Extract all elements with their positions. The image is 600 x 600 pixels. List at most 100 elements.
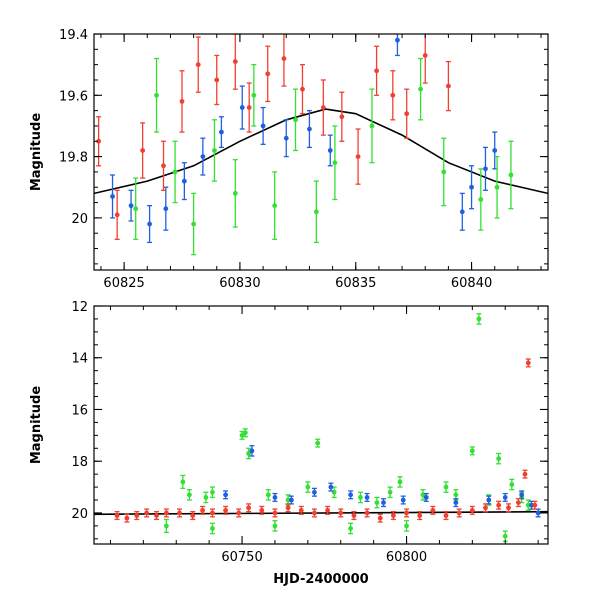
data-point (422, 53, 428, 58)
data-point (195, 62, 201, 68)
data-point (307, 126, 312, 132)
data-point (283, 135, 289, 141)
data-point (246, 505, 252, 511)
data-point (529, 502, 534, 508)
data-point (525, 360, 531, 366)
data-point (320, 105, 326, 110)
data-point (163, 523, 169, 529)
x-tick-label: 60835 (335, 276, 376, 291)
data-point (339, 114, 345, 120)
data-point (532, 502, 538, 508)
data-point (404, 523, 409, 529)
x-tick-label: 60840 (451, 276, 492, 291)
data-point (110, 194, 115, 199)
model-curve (94, 108, 548, 195)
data-point (128, 203, 134, 209)
data-point (154, 513, 159, 518)
data-point (404, 111, 410, 117)
data-point (325, 507, 330, 513)
top-plot-frame (93, 33, 549, 271)
data-point (535, 510, 541, 516)
data-point (212, 148, 217, 153)
data-point (515, 500, 521, 506)
y-tick-label: 19.8 (59, 151, 88, 166)
data-point (200, 507, 205, 513)
data-point (395, 37, 400, 43)
data-point (430, 507, 436, 513)
data-point (377, 515, 383, 521)
data-point (246, 105, 252, 110)
y-tick-label: 19.4 (59, 28, 88, 43)
data-point (236, 510, 242, 516)
data-point (181, 178, 187, 184)
data-point (313, 209, 319, 215)
bottom-plot-frame (93, 305, 549, 545)
data-point (114, 513, 120, 518)
data-point (374, 500, 380, 506)
data-point (364, 510, 370, 516)
data-point (200, 154, 206, 159)
data-point (298, 507, 304, 513)
data-point (492, 148, 498, 153)
data-point (161, 163, 166, 169)
bottom-x-axis-label: HJD-2400000 (273, 572, 368, 587)
data-point (453, 500, 459, 506)
data-point (172, 169, 178, 175)
data-point (502, 533, 508, 539)
data-point (509, 482, 515, 487)
data-point (140, 148, 146, 153)
data-point (443, 484, 449, 490)
data-point (443, 513, 449, 518)
y-tick-label: 20 (71, 507, 88, 522)
data-point (133, 206, 139, 212)
data-point (417, 513, 423, 518)
data-point (348, 492, 354, 498)
data-point (423, 495, 429, 500)
y-tick-label: 19.6 (59, 89, 88, 104)
data-point (210, 510, 215, 516)
data-point (265, 492, 271, 498)
data-point (469, 448, 475, 454)
data-point (519, 492, 525, 498)
data-point (190, 513, 196, 518)
data-point (272, 203, 278, 209)
y-tick-label: 12 (71, 300, 88, 315)
data-point (369, 123, 375, 129)
data-point (154, 92, 159, 98)
data-point (293, 117, 298, 123)
data-point (265, 71, 271, 77)
data-point (502, 495, 508, 500)
data-point (134, 513, 140, 518)
data-point (374, 68, 379, 74)
data-point (232, 59, 238, 64)
y-tick-label: 18 (71, 455, 88, 470)
data-point (469, 184, 474, 190)
data-point (469, 507, 475, 513)
data-point (300, 86, 305, 92)
x-tick-label: 60825 (103, 276, 144, 291)
y-tick-label: 14 (71, 352, 88, 367)
data-point (496, 502, 502, 508)
data-point (210, 526, 215, 531)
y-tick-label: 20 (71, 212, 88, 227)
data-point (163, 206, 169, 212)
data-point (210, 489, 215, 495)
data-point (305, 484, 311, 490)
data-point (441, 169, 447, 175)
data-point (358, 495, 363, 500)
data-point (281, 56, 287, 61)
data-point (483, 166, 488, 172)
model-curve (94, 510, 548, 516)
data-point (327, 148, 333, 153)
data-point (476, 316, 482, 322)
data-point (445, 83, 451, 89)
data-point (387, 489, 393, 495)
data-point (525, 502, 531, 508)
data-point (147, 221, 152, 227)
data-point (251, 92, 257, 98)
data-point (272, 510, 278, 516)
data-point (242, 430, 248, 436)
data-point (288, 497, 294, 503)
data-point (355, 154, 361, 159)
